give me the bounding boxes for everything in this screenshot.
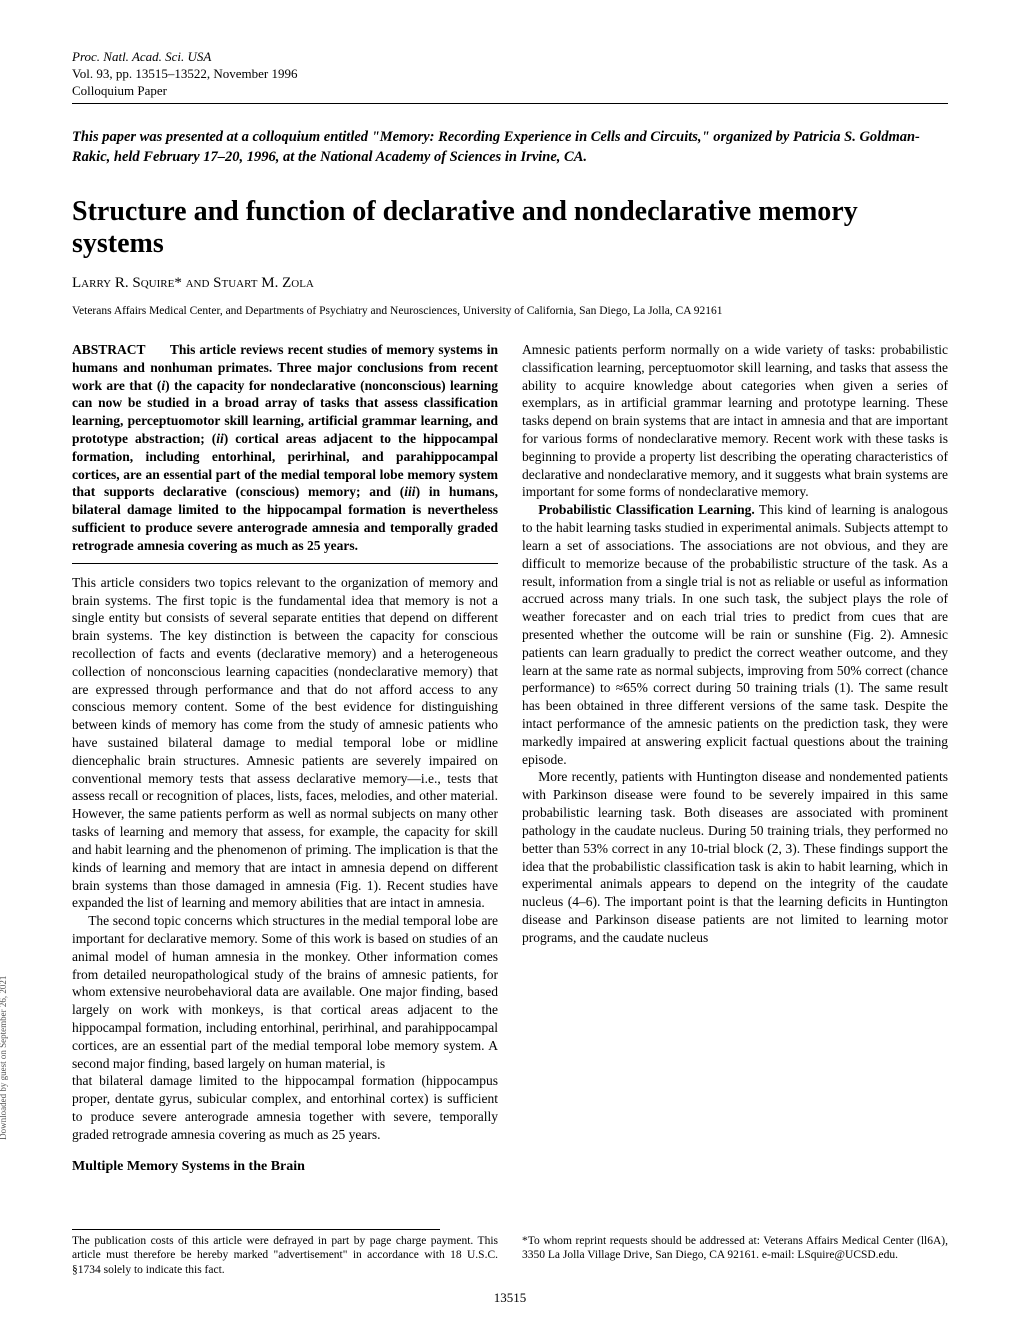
- body-para-5: Probabilistic Classification Learning. T…: [522, 501, 948, 768]
- section-heading-1: Multiple Memory Systems in the Brain: [72, 1158, 498, 1176]
- runin-heading-1: Probabilistic Classification Learning.: [538, 502, 755, 517]
- roman-iii: iii: [404, 484, 415, 499]
- footer-rule: [72, 1229, 440, 1230]
- body-para-1: This article considers two topics releva…: [72, 574, 498, 912]
- footer-block: The publication costs of this article we…: [72, 1234, 948, 1277]
- section-label: Colloquium Paper: [72, 82, 948, 99]
- footer-left: The publication costs of this article we…: [72, 1234, 498, 1277]
- body-para-5-text: This kind of learning is analogous to th…: [522, 502, 948, 766]
- body-para-4: Amnesic patients perform normally on a w…: [522, 341, 948, 501]
- footer-right: *To whom reprint requests should be addr…: [522, 1234, 948, 1277]
- roman-ii: ii: [216, 431, 224, 446]
- volume-line: Vol. 93, pp. 13515–13522, November 1996: [72, 65, 948, 82]
- body-para-2: The second topic concerns which structur…: [72, 912, 498, 1072]
- journal-name: Proc. Natl. Acad. Sci. USA: [72, 48, 948, 65]
- download-note: Downloaded by guest on September 26, 202…: [0, 976, 10, 1140]
- colloquium-note: This paper was presented at a colloquium…: [72, 128, 948, 167]
- affiliation: Veterans Affairs Medical Center, and Dep…: [72, 304, 948, 319]
- abstract-block: ABSTRACT This article reviews recent stu…: [72, 341, 498, 555]
- journal-header: Proc. Natl. Acad. Sci. USA Vol. 93, pp. …: [72, 48, 948, 104]
- page-number: 13515: [0, 1289, 1020, 1306]
- body-columns: ABSTRACT This article reviews recent stu…: [72, 341, 948, 1211]
- article-title: Structure and function of declarative an…: [72, 196, 948, 260]
- abstract-label: ABSTRACT: [72, 342, 146, 357]
- body-para-3: that bilateral damage limited to the hip…: [72, 1072, 498, 1143]
- abstract-rule: [72, 563, 498, 564]
- author-list: Larry R. Squire* and Stuart M. Zola: [72, 274, 948, 294]
- header-rule: [72, 103, 948, 104]
- body-para-6: More recently, patients with Huntington …: [522, 768, 948, 946]
